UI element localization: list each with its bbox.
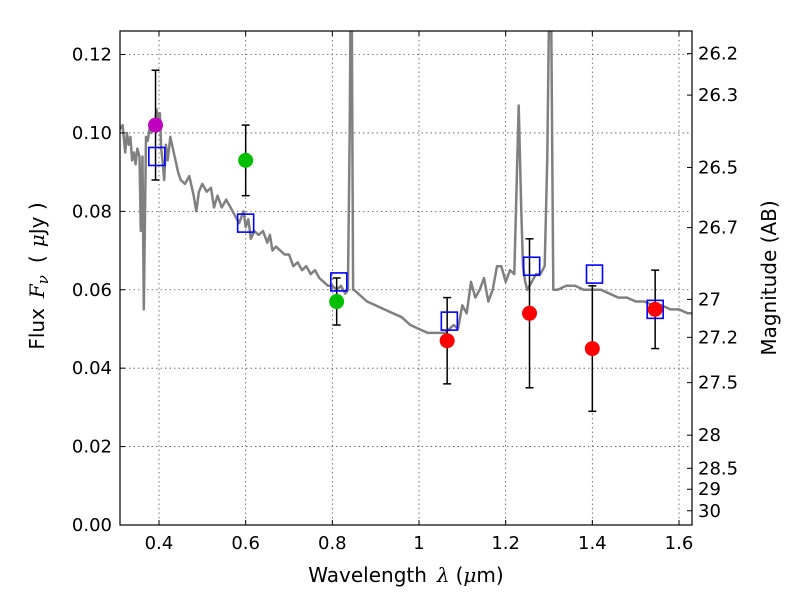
y-tick-label: 0.02 — [72, 437, 112, 458]
model-spectrum-line — [120, 31, 692, 335]
model-point-square — [646, 299, 664, 320]
observed-point — [522, 305, 537, 321]
y2-tick-label: 26.3 — [698, 85, 738, 106]
model-point-square — [330, 272, 348, 292]
y2-tick-label: 26.5 — [698, 157, 738, 178]
axes: 0.4 0.6 0.8 1 1.2 1.4 1.6 0.00 0.02 0.04 0.06 0.08 0… — [72, 31, 738, 554]
y-tick-label: 0.00 — [72, 515, 112, 536]
y2-tick-label: 30 — [698, 501, 721, 522]
model-point-square — [585, 264, 604, 284]
observed-point — [584, 341, 600, 357]
y2-tick-label: 27.2 — [698, 327, 738, 348]
observed-point — [238, 152, 254, 168]
x-tick-label: 1.4 — [578, 533, 607, 554]
x-axis-label: Wavelength λ (μm) — [308, 563, 503, 587]
x-tick-label: 1 — [413, 533, 424, 554]
observed-point — [148, 117, 164, 133]
y-tick-label: 0.10 — [72, 123, 112, 144]
y2-tick-label: 27 — [698, 289, 721, 310]
y-tick-label: 0.04 — [72, 358, 112, 379]
y2-tick-label: 28 — [698, 425, 721, 446]
y-tick-label: 0.08 — [72, 201, 112, 222]
y2-tick-label: 28.5 — [698, 458, 738, 479]
model-point-square — [148, 146, 166, 167]
observed-point — [329, 294, 345, 310]
x-tick-label: 0.6 — [231, 533, 260, 554]
model-point-square — [236, 213, 255, 233]
y-tick-label: 0.12 — [72, 45, 112, 66]
x-tick-label: 0.8 — [318, 533, 347, 554]
plot-area — [120, 31, 692, 413]
observed-point — [647, 301, 663, 317]
y2-axis-label: Magnitude (AB) — [757, 200, 781, 355]
x-tick-label: 1.6 — [665, 533, 694, 554]
grid — [120, 31, 692, 526]
y2-tick-label: 26.7 — [698, 218, 738, 239]
y-axis-label: FluxFν(μJy ) — [25, 202, 52, 349]
x-tick-label: 0.4 — [145, 533, 174, 554]
x-tick-label: 1.2 — [491, 533, 520, 554]
y2-tick-label: 29 — [698, 479, 721, 500]
y2-tick-label: 27.5 — [698, 373, 738, 394]
observed-point — [439, 333, 455, 349]
model-point-square — [522, 256, 541, 277]
y2-tick-label: 26.2 — [698, 44, 738, 65]
model-point-square — [440, 311, 459, 331]
y-tick-label: 0.06 — [72, 280, 112, 301]
plot-frame — [119, 30, 693, 526]
